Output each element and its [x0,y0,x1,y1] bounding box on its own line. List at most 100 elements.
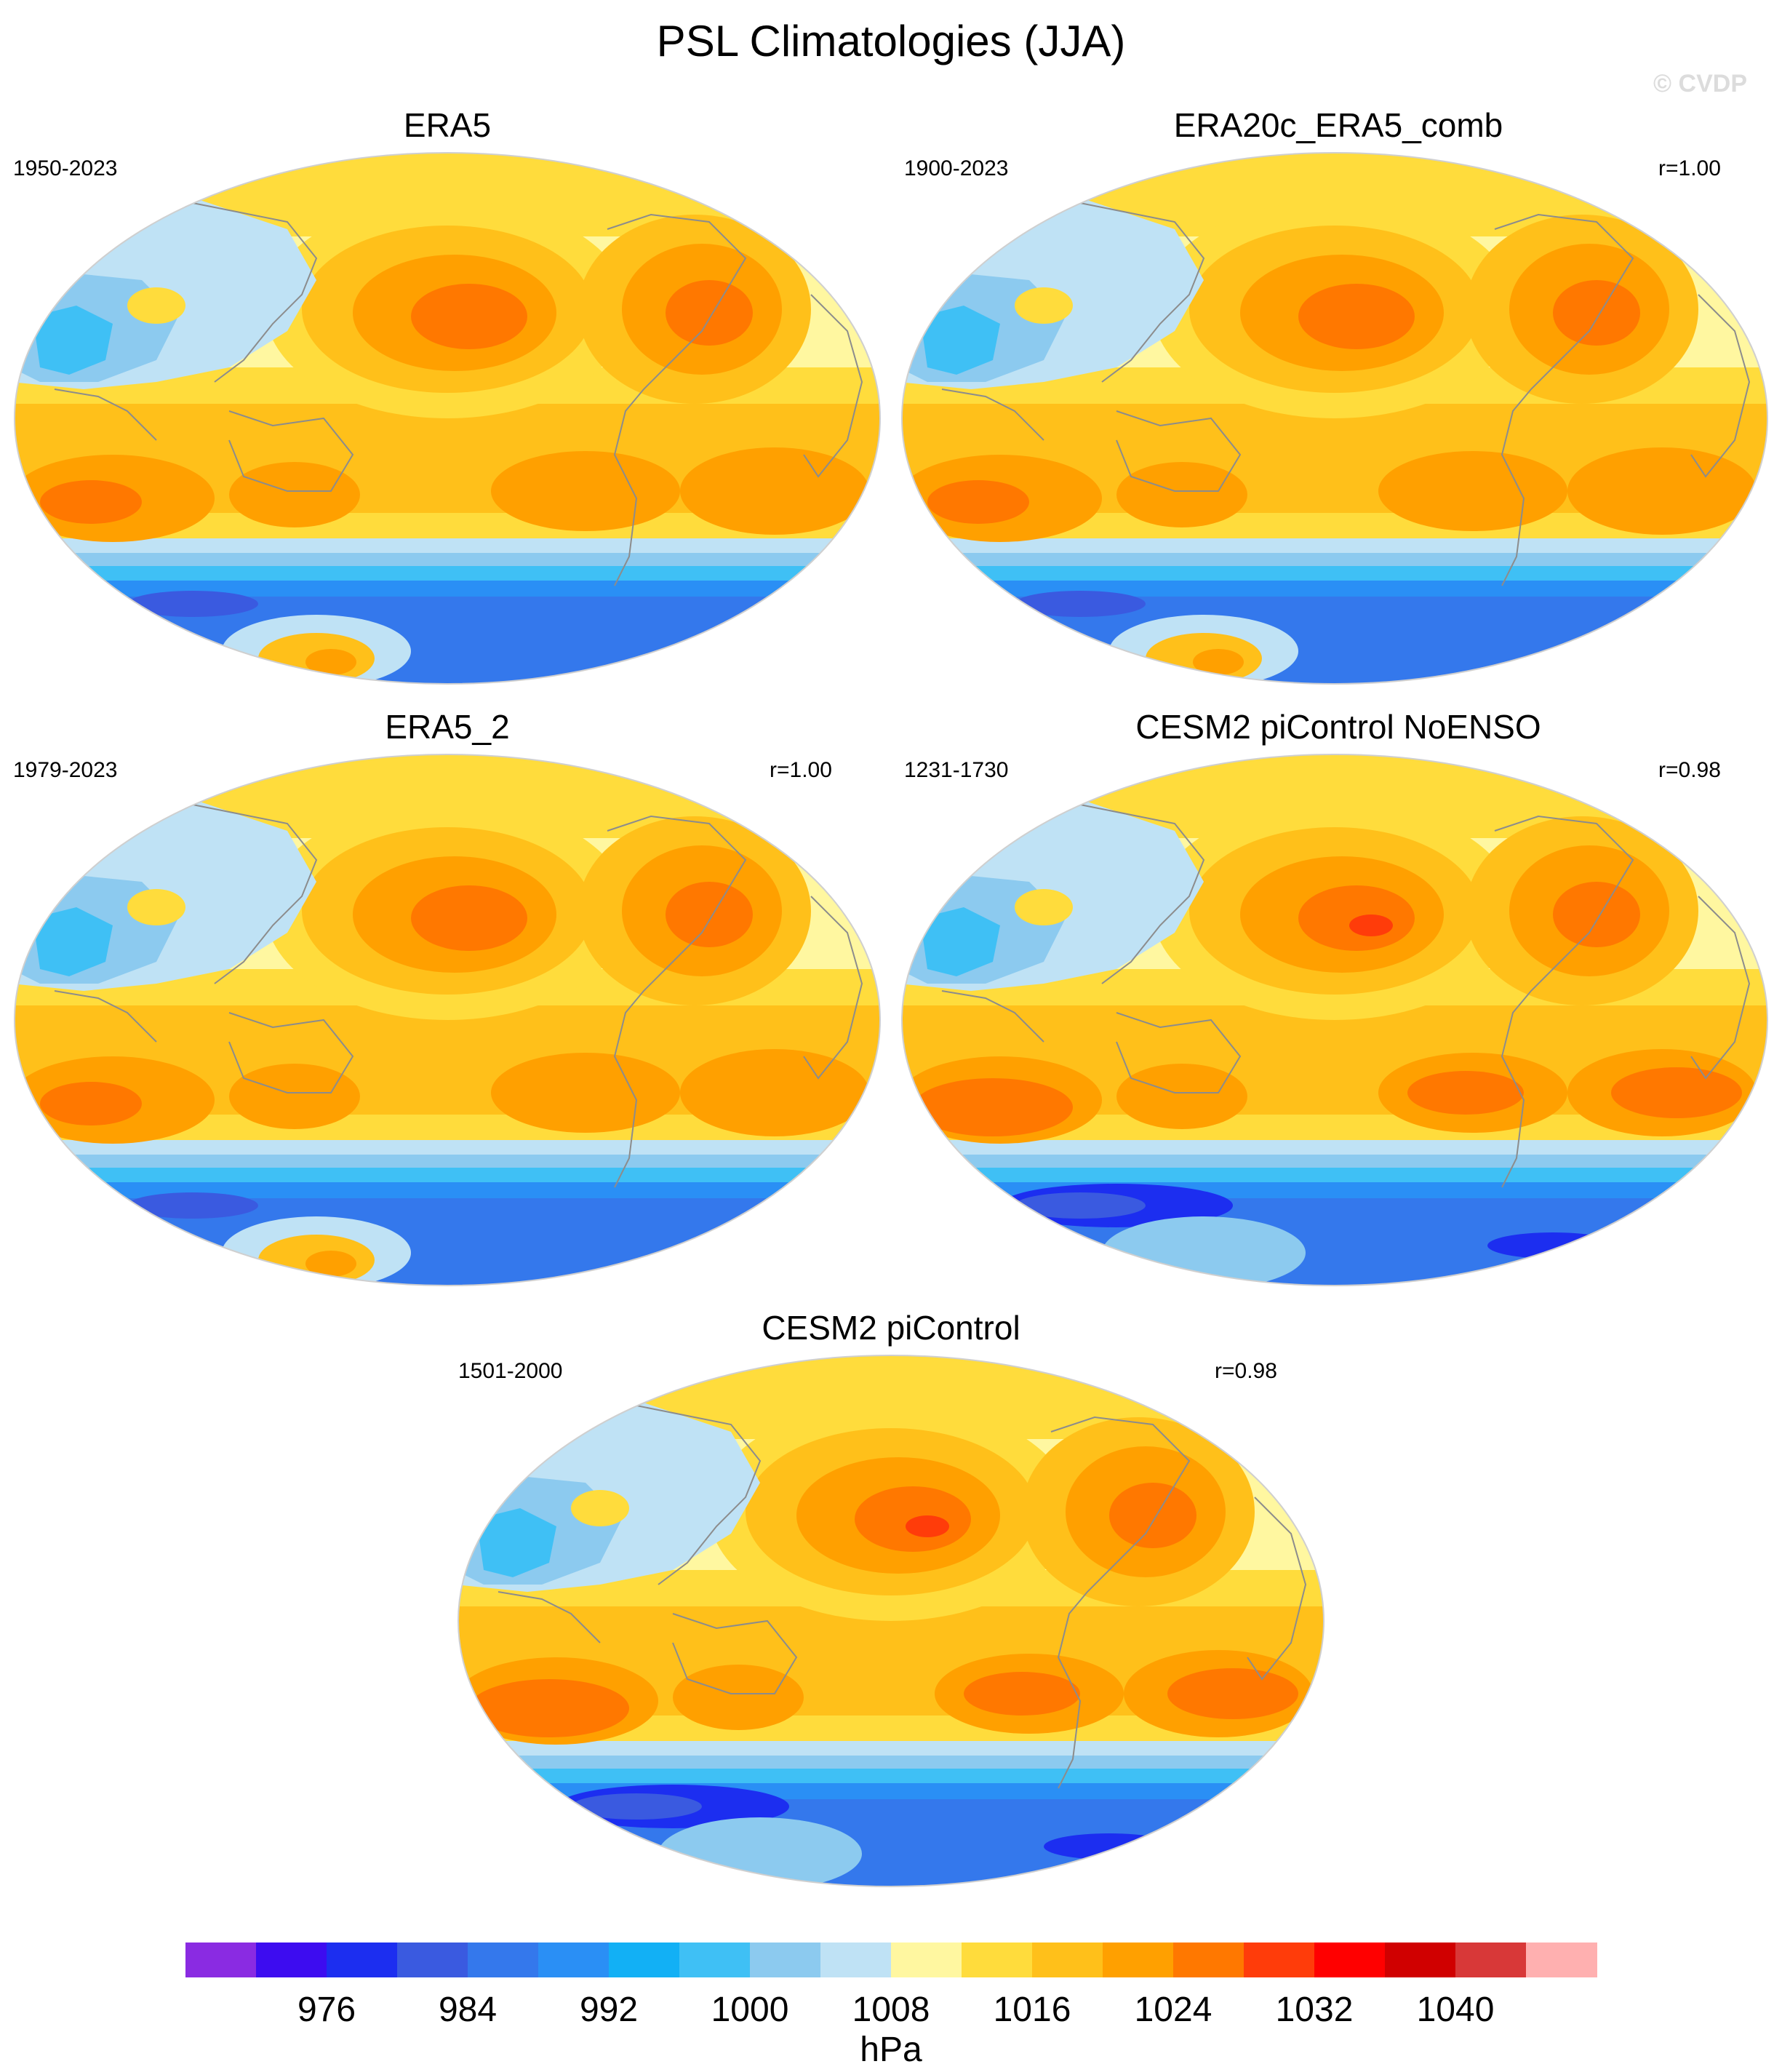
colorbar-tick-label: 1032 [1275,1991,1354,2029]
pressure-band [15,1155,880,1169]
colorbar-swatch [538,1942,610,1977]
colorbar-swatch [1244,1942,1315,1977]
coastline [1494,213,1634,586]
colorbar-swatch [397,1942,468,1977]
coastline [1690,896,1751,1080]
panel-5-map-layers [458,1355,1324,1886]
coastline [54,990,157,1043]
pressure-band [902,538,1767,554]
panel-2-map-layers [902,153,1767,684]
pressure-contour [1015,1192,1146,1219]
panel-3-corr: r=1.00 [770,758,832,782]
colorbar-tick-label: 984 [438,1991,498,2029]
colorbar-swatch [1314,1942,1386,1977]
asian-monsoon-low [33,907,113,976]
pressure-contour [305,649,356,675]
panel-4-corr: r=0.98 [1658,758,1721,782]
pressure-band [458,1756,1324,1770]
pressure-contour [1015,591,1146,617]
coastline [1116,1012,1242,1093]
colorbar [185,1942,1597,1977]
pressure-contour [1109,1483,1196,1548]
pressure-contour [127,1192,258,1219]
pressure-contour [1116,462,1247,527]
panel-5-map [458,1355,1324,1887]
colorbar-swatch [256,1942,327,1977]
pressure-band [15,538,880,554]
panel-2-map [901,152,1768,685]
coastline [941,388,1044,441]
colorbar-swatch [468,1942,539,1977]
colorbar-swatch [962,1942,1033,1977]
colorbar-swatch [891,1942,962,1977]
colorbar-tick-label: 1040 [1416,1991,1495,2029]
coastline [1116,410,1242,492]
pressure-band [902,566,1767,582]
pressure-contour [40,480,142,524]
colorbar-units: hPa [860,2031,922,2069]
coastline [228,1012,354,1093]
coastline [54,388,157,441]
pressure-contour [658,1817,862,1886]
figure-title: PSL Climatologies (JJA) [656,17,1126,65]
pressure-contour [1349,915,1393,936]
map-border [14,152,881,685]
pressure-contour [1611,1067,1742,1118]
coastline [1690,294,1751,478]
pressure-contour [1193,649,1244,675]
pressure-contour [305,1251,356,1277]
pressure-contour [229,462,360,527]
pressure-band [902,553,1767,567]
pressure-band [458,1769,1324,1785]
pressure-band [902,1198,1767,1286]
pressure-contour [1553,882,1640,947]
colorbar-swatch [609,1942,680,1977]
map-border [901,152,1768,685]
panel-5-corr: r=0.98 [1215,1359,1277,1383]
coastline [941,990,1044,1043]
pressure-contour [1015,287,1073,324]
pressure-band [458,1741,1324,1757]
panel-1-map [14,152,881,685]
pressure-contour [673,1665,804,1730]
pressure-contour [40,1082,142,1125]
pressure-contour [1553,280,1640,346]
pressure-band [458,1799,1324,1886]
panel-2-period: 1900-2023 [904,156,1009,180]
panel-1-period: 1950-2023 [13,156,118,180]
panel-3-map-layers [15,754,880,1286]
colorbar-tick-label: 976 [297,1991,356,2029]
pressure-contour [411,885,527,951]
pressure-band [902,597,1767,684]
colorbar-swatch [1032,1942,1103,1977]
panel-1-map-layers [15,153,880,684]
panel-3-title: ERA5_2 [385,708,510,746]
pressure-band [15,1198,880,1286]
panel-3-period: 1979-2023 [13,758,118,782]
colorbar-tick-label: 992 [579,1991,639,2029]
pressure-contour [680,447,869,535]
colorbar-swatch [1455,1942,1527,1977]
coastline [803,896,863,1080]
pressure-contour [229,1064,360,1129]
pressure-contour [411,284,527,349]
pressure-band [902,1155,1767,1169]
pressure-band [902,1168,1767,1184]
pressure-contour [127,287,185,324]
coastline [803,294,863,478]
colorbar-swatch [1385,1942,1456,1977]
pressure-contour [491,1053,680,1133]
colorbar-tick-label: 1000 [711,1991,789,2029]
pressure-contour [1378,451,1567,531]
coastline [1247,1497,1307,1681]
colorbar-tick-label: 1016 [993,1991,1071,2029]
panel-5-title: CESM2 piControl [762,1309,1020,1347]
panel-5-period: 1501-2000 [458,1359,563,1383]
pressure-contour [1182,1826,1324,1852]
pressure-contour [1044,1833,1175,1860]
map-border [458,1355,1324,1887]
pressure-contour [927,480,1029,524]
pressure-contour [1167,1668,1298,1719]
map-border [901,754,1768,1286]
colorbar-swatch [1103,1942,1174,1977]
